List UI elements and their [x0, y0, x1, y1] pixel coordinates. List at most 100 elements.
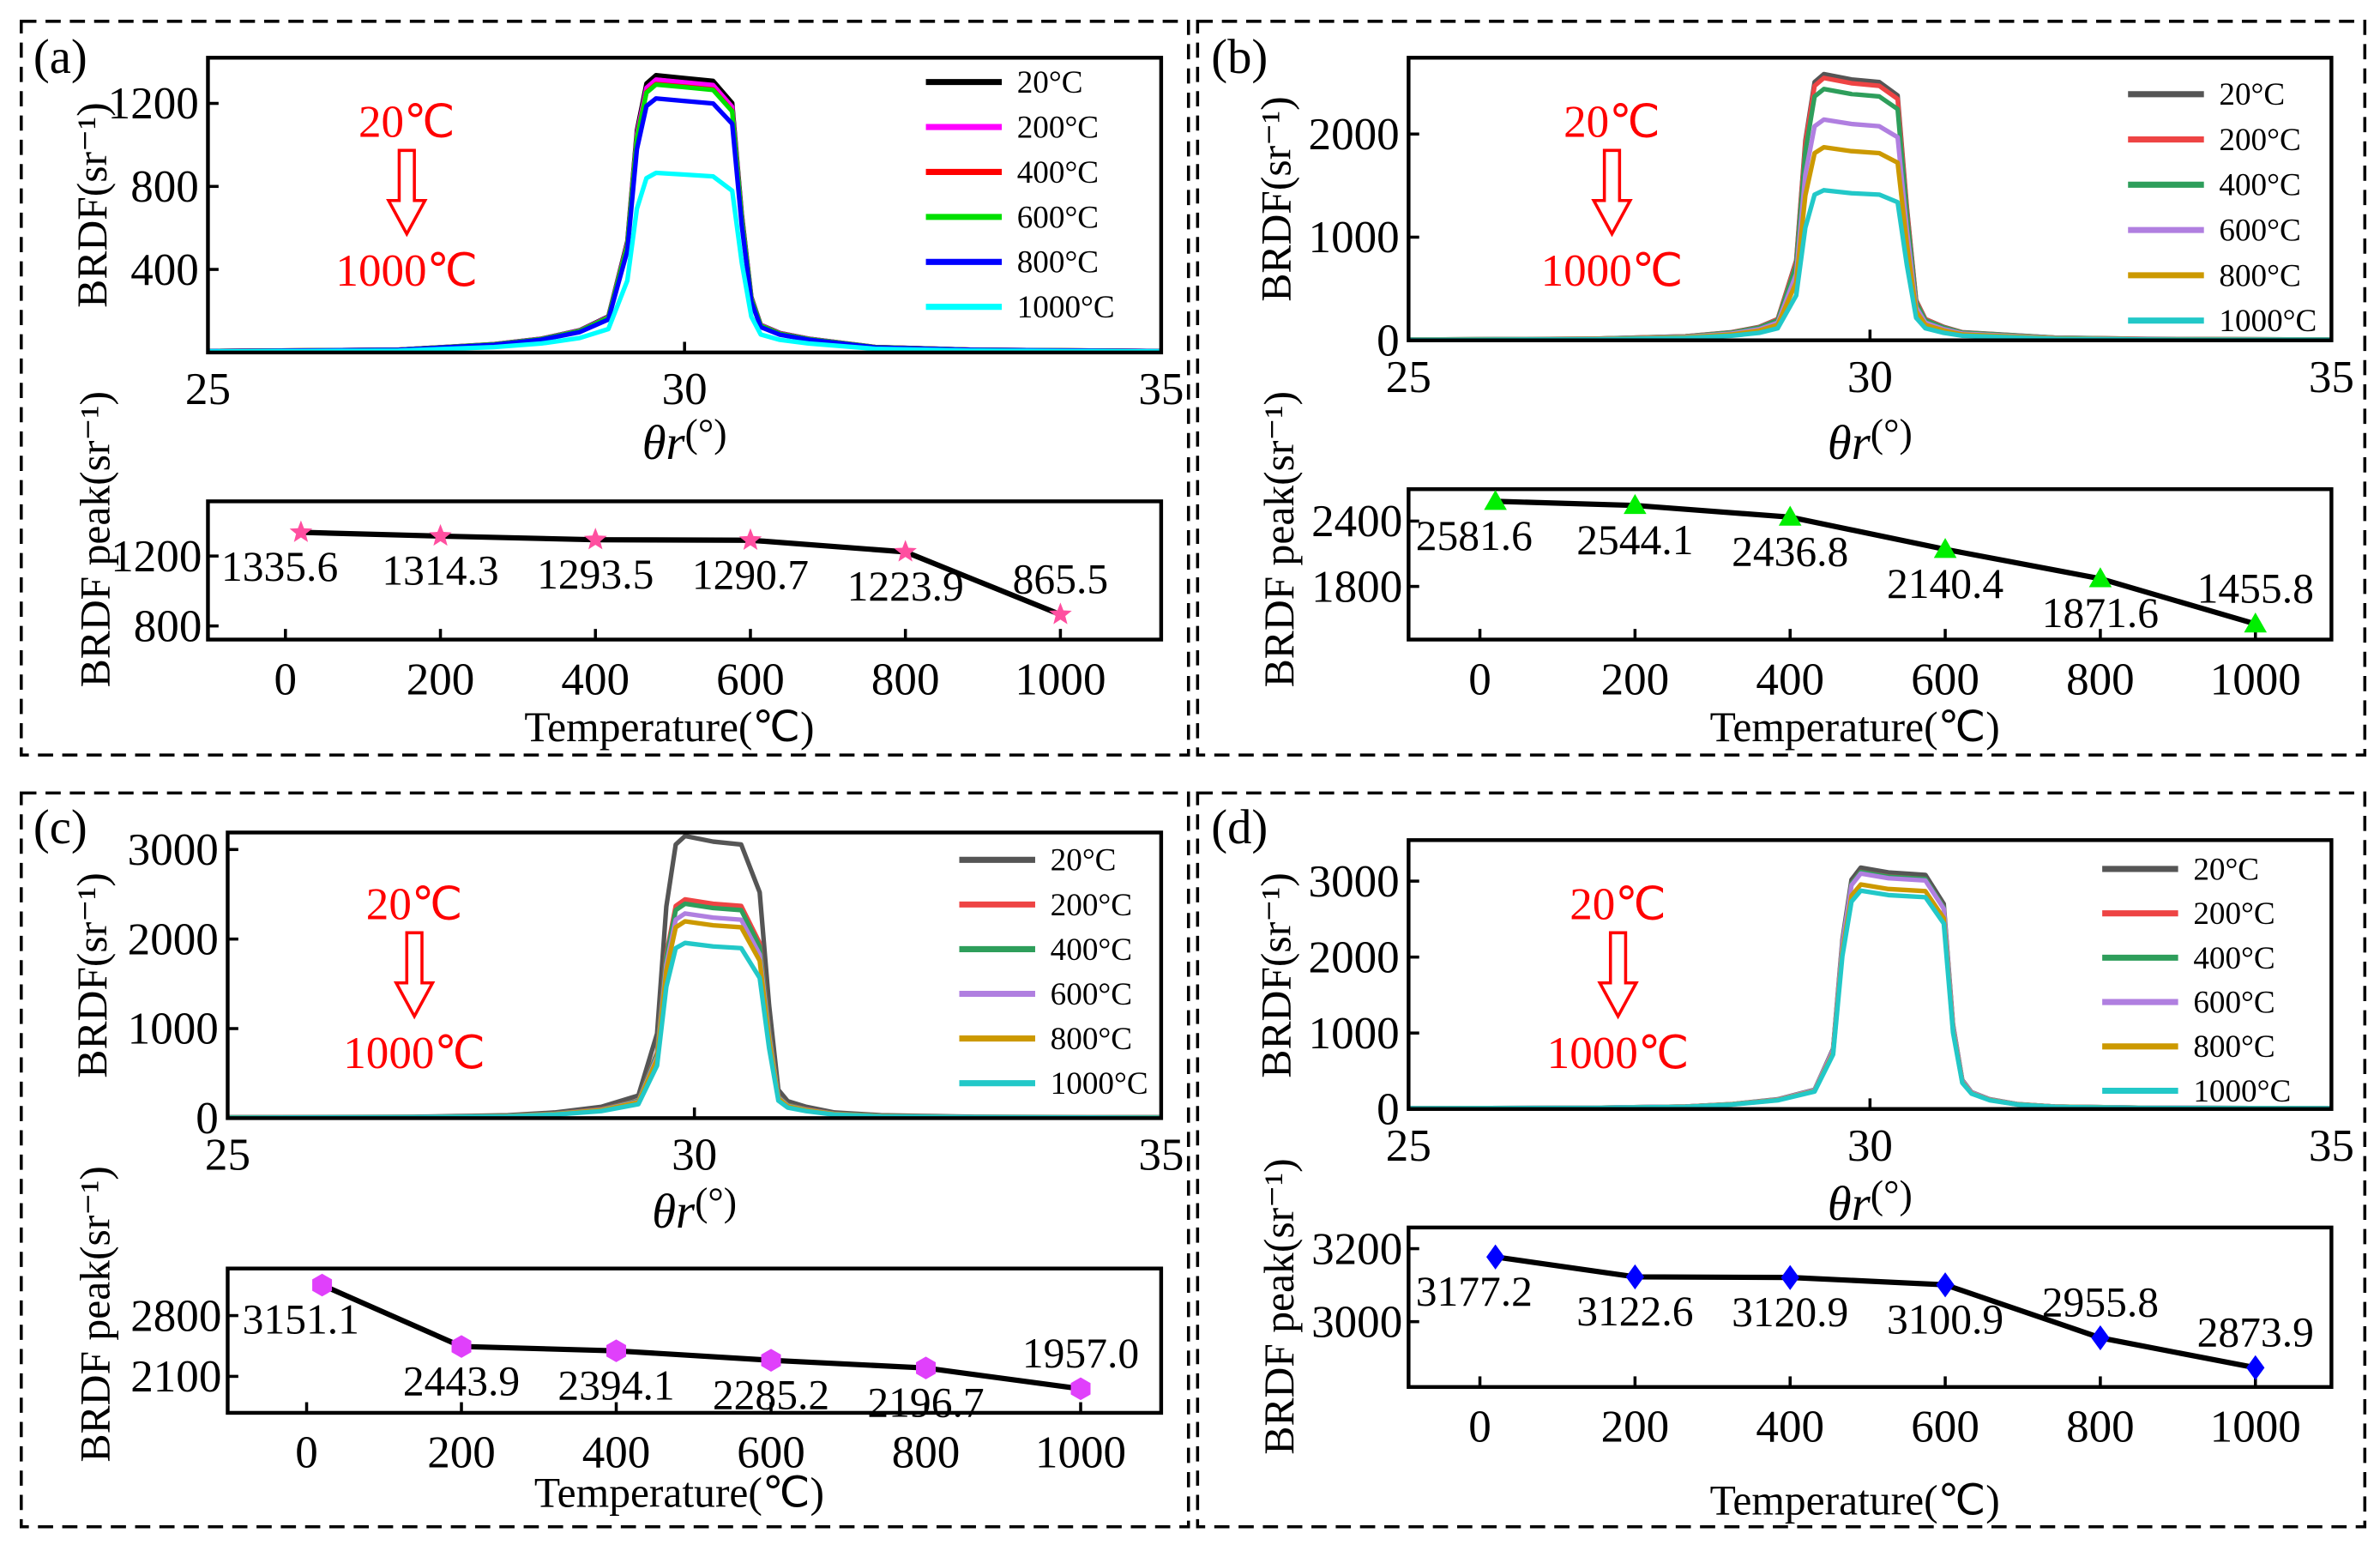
data-label: 2436.8 — [1732, 528, 1848, 575]
panel-b: (b)25 30 35010002000θr(°)BRDF(sr⁻¹)20°C200… — [1196, 20, 2367, 757]
legend-label: 400°C — [2193, 941, 2275, 976]
x-axis-label: θr(°) — [652, 1180, 737, 1239]
series-line-1000C — [208, 170, 1161, 354]
data-label: 865.5 — [1013, 556, 1108, 603]
legend-label: 400°C — [1051, 932, 1132, 968]
x-tick-label: 400 — [1756, 655, 1824, 704]
series-line-200C — [1408, 75, 2332, 342]
y-tick-label: 0 — [196, 1094, 219, 1144]
panel-label: (c) — [33, 801, 87, 854]
x-tick-label: 30 — [1847, 353, 1893, 402]
legend-label: 600°C — [2193, 985, 2275, 1020]
x-axis-label-unit: (°) — [695, 1180, 737, 1224]
data-label: 2443.9 — [403, 1357, 520, 1404]
annotation-from: 20℃ — [359, 97, 455, 147]
triangle-marker — [1484, 490, 1507, 510]
legend-label: 1000°C — [2193, 1074, 2291, 1109]
panel-label: (d) — [1211, 801, 1268, 854]
hexagon-marker — [761, 1349, 781, 1372]
data-label: 1314.3 — [382, 547, 498, 594]
y-tick-label: 800 — [130, 162, 199, 212]
x-tick-label: 800 — [2066, 1403, 2135, 1452]
triangle-marker — [2088, 567, 2112, 588]
y-tick-label: 0 — [1377, 1084, 1400, 1134]
annotation-to: 1000℃ — [343, 1029, 485, 1078]
brdf-angle-chart: 25 30 35 400 800 1200 θr(°) BRDF(sr⁻¹) 20°C 200°C… — [69, 56, 1184, 470]
peak-temperature-chart: 0 200 400 600 800 1000 800 1200 1335.6 1314.3 1293… — [71, 391, 1164, 751]
down-arrow-icon — [1597, 931, 1639, 1020]
star-marker — [1049, 602, 1072, 625]
temperature-arrow-annotation: 20℃ 1000℃ — [1547, 879, 1690, 1078]
down-arrow-icon — [393, 931, 436, 1020]
x-axis-label-unit: (°) — [1871, 1173, 1913, 1216]
plot-frame — [1407, 56, 2334, 342]
hexagon-marker — [312, 1273, 333, 1297]
x-tick-label: 800 — [892, 1428, 961, 1478]
x-tick-label: 25 — [205, 1131, 250, 1180]
series-line-1000C — [1408, 888, 2332, 1111]
legend-label: 800°C — [1017, 245, 1099, 281]
panel-frame — [20, 20, 1190, 757]
x-tick-label: 400 — [561, 655, 630, 704]
data-label: 2140.4 — [1887, 560, 2003, 607]
x-tick-label: 30 — [662, 365, 708, 414]
hexagon-marker — [1070, 1377, 1091, 1401]
x-tick-label: 35 — [1138, 365, 1184, 414]
x-tick-label: 1000 — [2210, 655, 2301, 704]
data-label: 1335.6 — [221, 543, 338, 590]
y-tick-label: 3000 — [1311, 1297, 1402, 1347]
x-tick-label: 25 — [1386, 353, 1431, 402]
x-tick-label: 25 — [185, 365, 231, 414]
hexagon-marker — [606, 1339, 627, 1362]
triangle-marker — [1778, 505, 1802, 526]
triangle-marker — [1933, 538, 1957, 558]
x-tick-label: 1000 — [2210, 1403, 2301, 1452]
x-axis-label: θr(°) — [1828, 412, 1913, 470]
star-marker — [429, 523, 452, 546]
y-tick-label: 1000 — [1309, 1009, 1400, 1059]
y-tick-label: 2800 — [130, 1291, 221, 1341]
y-tick-label: 2100 — [130, 1352, 221, 1402]
peak-temperature-chart: 0 200 400 600 800 1000 2100 2800 3151.1 2443.9 239… — [71, 1166, 1164, 1517]
diamond-marker — [1936, 1272, 1955, 1298]
legend-label: 600°C — [1051, 977, 1132, 1012]
series-line-1000C — [1408, 188, 2332, 342]
x-tick-label: 200 — [1601, 1403, 1670, 1452]
y-tick-label: 1800 — [1311, 562, 1402, 612]
legend-label: 200°C — [2219, 123, 2300, 158]
x-tick-label: 35 — [2309, 1121, 2354, 1171]
y-tick-label: 400 — [130, 245, 199, 295]
y-axis-label: BRDF peak(sr⁻¹) — [1256, 391, 1303, 687]
y-tick-label: 1200 — [108, 79, 199, 129]
plot-frame — [226, 1266, 1164, 1415]
legend-label: 200°C — [2193, 896, 2275, 932]
data-label: 1957.0 — [1022, 1330, 1139, 1377]
plot-frame — [206, 499, 1164, 642]
panel-frame — [20, 791, 1190, 1529]
brdf-angle-chart: 25 30 35 0 1000 2000 θr(°) BRDF(sr⁻¹) 20°C 200°C 4… — [1252, 56, 2354, 470]
y-tick-label: 2000 — [1309, 110, 1400, 160]
panel-a: (a)25 30 354008001200θr(°)BRDF(sr⁻¹)20°C20… — [20, 20, 1190, 757]
panel-d: (d)25 30 350100020003000θr(°)BRDF(sr⁻¹)20°… — [1196, 791, 2367, 1529]
peak-line — [300, 529, 1062, 618]
x-tick-label: 35 — [1138, 1131, 1184, 1180]
legend-label: 20°C — [1051, 843, 1117, 878]
y-tick-label: 1200 — [111, 532, 202, 582]
x-tick-label: 35 — [2309, 353, 2354, 402]
y-tick-label: 1000 — [1309, 213, 1400, 263]
y-axis-label: BRDF peak(sr⁻¹) — [71, 391, 118, 687]
series-line-800C — [1408, 144, 2332, 342]
panel-label: (a) — [33, 31, 87, 84]
x-axis-label-unit: (°) — [685, 412, 727, 456]
data-label: 1293.5 — [537, 551, 654, 598]
diamond-marker — [1486, 1244, 1505, 1270]
y-tick-label: 2400 — [1311, 497, 1402, 546]
annotation-to: 1000℃ — [1547, 1029, 1690, 1078]
data-label: 3151.1 — [243, 1296, 359, 1343]
y-axis-label: BRDF(sr⁻¹) — [1252, 872, 1299, 1077]
star-marker — [738, 528, 762, 550]
annotation-from: 20℃ — [1564, 97, 1660, 147]
hexagon-marker — [916, 1356, 937, 1379]
panel-frame — [1196, 791, 2367, 1529]
